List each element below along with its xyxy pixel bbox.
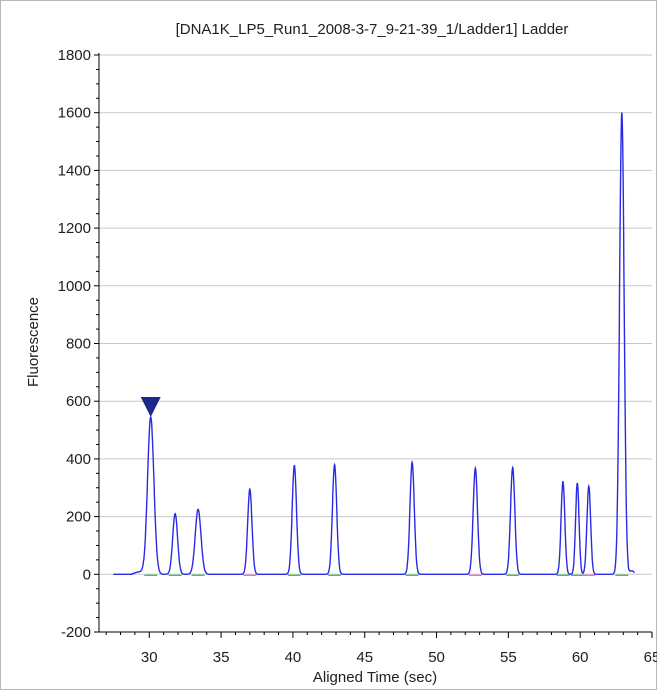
y-tick-label: 1400 (58, 162, 91, 179)
x-tick-label: 40 (285, 649, 302, 666)
x-tick-label: 50 (428, 649, 445, 666)
x-tick-label: 30 (141, 649, 158, 666)
chart-title: [DNA1K_LP5_Run1_2008-3-7_9-21-39_1/Ladde… (176, 21, 569, 38)
x-tick-label: 65 (644, 649, 657, 666)
y-tick-label: 800 (66, 336, 91, 353)
x-axis-label: Aligned Time (sec) (313, 669, 437, 686)
peak-point (293, 464, 295, 466)
y-tick-label: 200 (66, 509, 91, 526)
peak-point (150, 416, 152, 418)
y-tick-label: 1200 (58, 220, 91, 237)
peak-point (576, 482, 578, 484)
peak-point (249, 488, 251, 490)
y-tick-label: -200 (61, 624, 91, 641)
x-tick-label: 60 (572, 649, 589, 666)
peak-point (474, 467, 476, 469)
y-axis-label: Fluorescence (25, 297, 42, 387)
x-tick-label: 35 (213, 649, 230, 666)
peak-point (411, 461, 413, 463)
peak-point (512, 467, 514, 469)
grid-lines (99, 54, 652, 575)
y-tick-label: 1800 (58, 47, 91, 64)
peak-point (621, 112, 623, 114)
peak-point (174, 513, 176, 515)
marker-layer (140, 396, 161, 417)
axes: -200 0 200 400 600 800 1000 1200 1400 1600 1800 30 3… (58, 47, 657, 666)
fluorescence-trace (113, 112, 635, 575)
peak-point (588, 485, 590, 487)
y-tick-label: 400 (66, 451, 91, 468)
peak-point (562, 480, 564, 482)
x-tick-label: 55 (500, 649, 517, 666)
y-tick-label: 1600 (58, 105, 91, 122)
peak-point (334, 464, 336, 466)
y-tick-label: 0 (83, 566, 91, 583)
trace-layer (113, 112, 635, 576)
y-tick-label: 1000 (58, 278, 91, 295)
peak-marker-triangle (140, 396, 161, 417)
x-tick-label: 45 (356, 649, 373, 666)
y-tick-label: 600 (66, 393, 91, 410)
peak-point (197, 508, 199, 510)
